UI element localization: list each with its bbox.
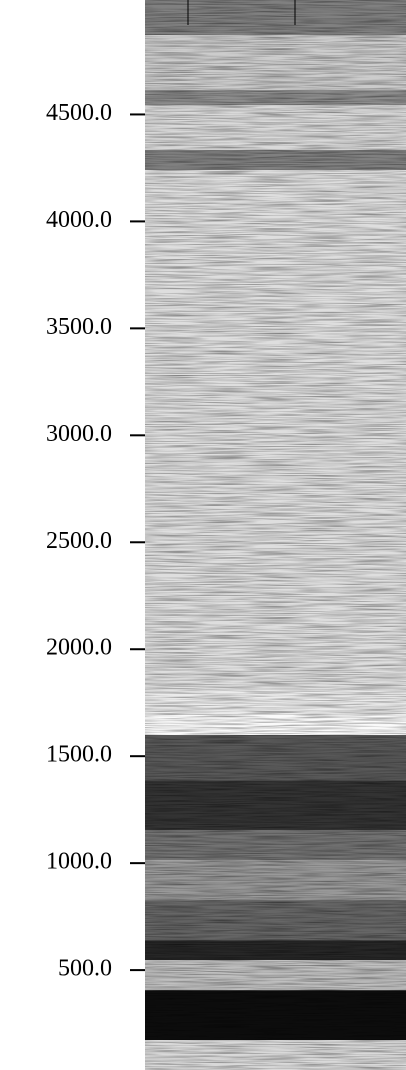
y-tick-label: 1000.0 bbox=[46, 849, 112, 875]
y-tick-label: 500.0 bbox=[58, 956, 112, 982]
y-tick-label: 4500.0 bbox=[46, 100, 112, 126]
y-tick-label: 1500.0 bbox=[46, 742, 112, 768]
y-tick-label: 2000.0 bbox=[46, 635, 112, 661]
texture bbox=[145, 0, 406, 1070]
y-tick-label: 3500.0 bbox=[46, 314, 112, 340]
y-tick-label: 2500.0 bbox=[46, 528, 112, 554]
y-tick-label: 4000.0 bbox=[46, 207, 112, 233]
y-tick-label: 3000.0 bbox=[46, 421, 112, 447]
